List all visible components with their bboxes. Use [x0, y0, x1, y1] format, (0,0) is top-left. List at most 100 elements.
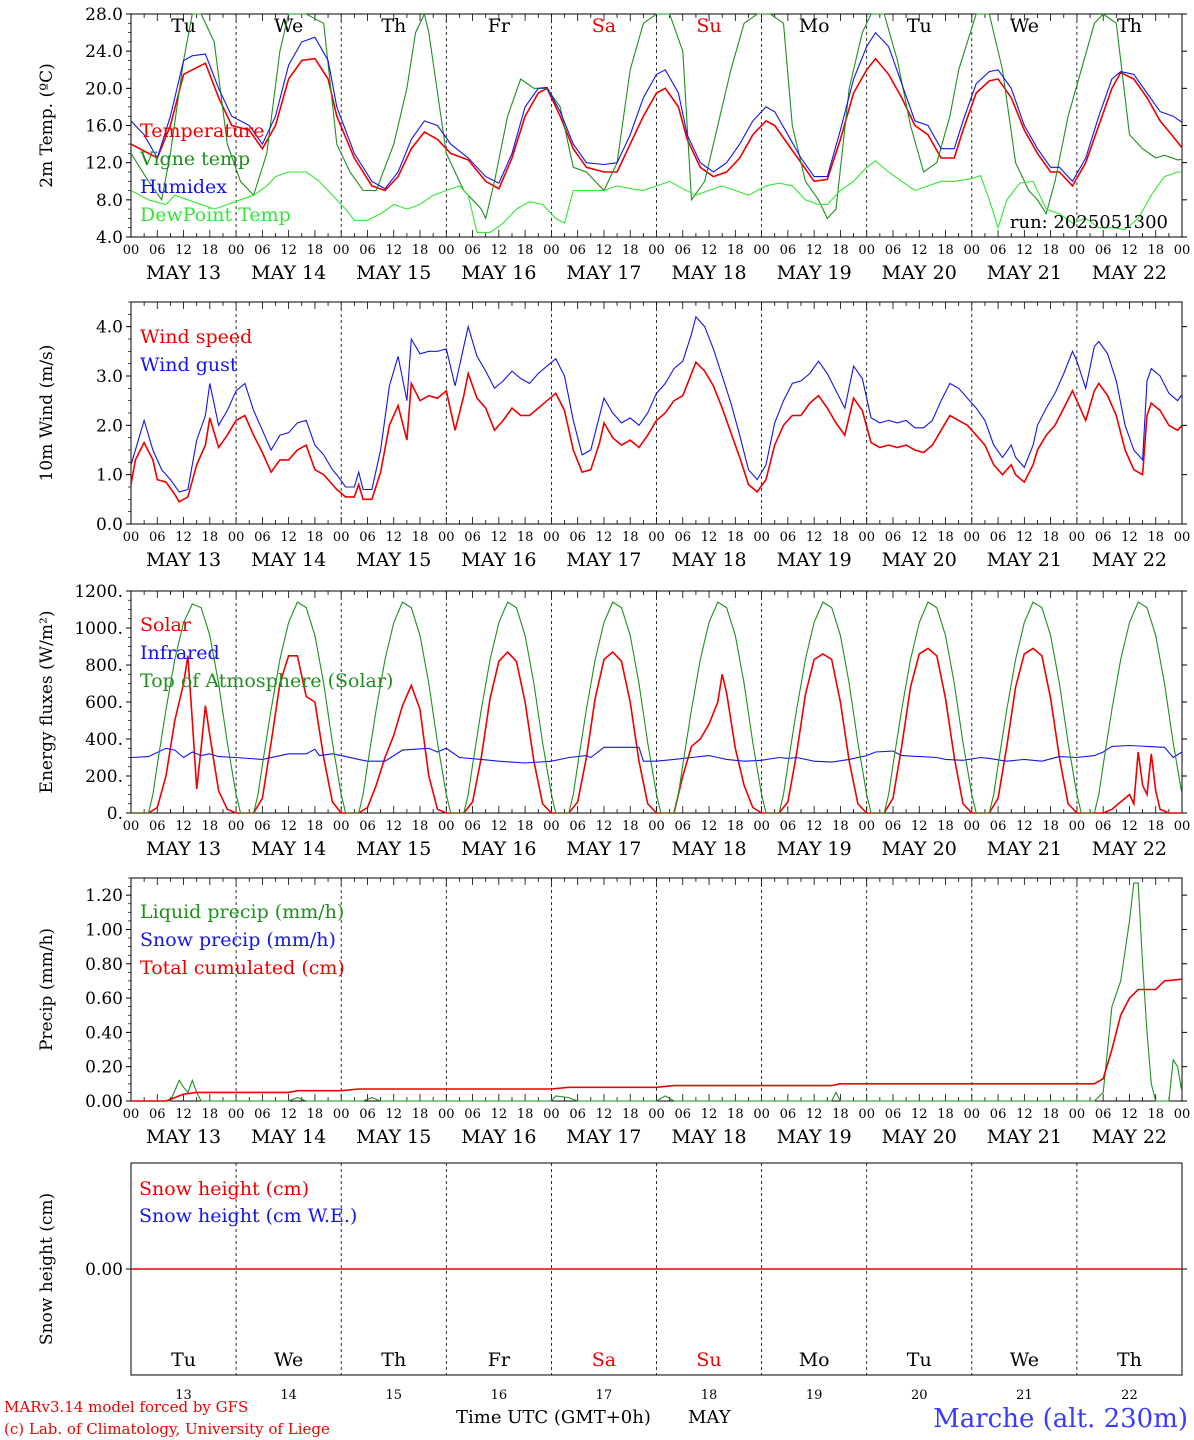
hour-label: 18 [1147, 1107, 1164, 1122]
hour-label: 18 [937, 819, 954, 834]
hour-label: 00 [648, 1107, 665, 1122]
hour-label: 12 [596, 1107, 613, 1122]
hour-label: 18 [517, 243, 534, 258]
y-tick-label: 0.20 [85, 1058, 123, 1078]
weekday-label: Tu [171, 15, 196, 37]
hour-label: 00 [858, 819, 875, 834]
date-label: MAY 15 [356, 549, 431, 571]
day-number: 20 [911, 1388, 928, 1403]
hour-label: 06 [149, 1107, 166, 1122]
weekday-label: Fr [488, 15, 511, 37]
panel-2: 00 06 12 18 MAY 13 00 06 12 18 MAY 14 00 06 12 18 MAY … [37, 301, 1190, 571]
date-label: MAY 17 [566, 262, 641, 284]
hour-label: 18 [517, 1107, 534, 1122]
legend-entry: Infrared [140, 642, 220, 664]
hour-label: 06 [359, 819, 376, 834]
hour-label: 18 [412, 819, 429, 834]
hour-label: 06 [254, 819, 271, 834]
hour-label: 06 [990, 819, 1007, 834]
panel-1: 00 06 12 18 MAY 13 00 06 12 18 MAY 14 00 06 12 18 MAY … [37, 5, 1191, 284]
hour-label: 00 [1174, 243, 1191, 258]
hour-label: 00 [1174, 1107, 1191, 1122]
month-label: MAY [688, 1407, 732, 1428]
hour-label: 18 [832, 530, 849, 545]
run-label: run: 2025051300 [1010, 212, 1168, 233]
hour-label: 18 [727, 819, 744, 834]
hour-label: 00 [964, 243, 981, 258]
weekday-label: Mo [799, 15, 830, 37]
hour-label: 06 [1095, 1107, 1112, 1122]
hour-label: 12 [911, 243, 928, 258]
hour-label: 00 [858, 243, 875, 258]
hour-label: 12 [701, 819, 718, 834]
hour-label: 12 [1016, 243, 1033, 258]
hour-label: 00 [1069, 530, 1086, 545]
y-tick-label: 0.00 [85, 1260, 123, 1280]
hour-label: 18 [412, 243, 429, 258]
hour-label: 06 [359, 1107, 376, 1122]
hour-label: 18 [517, 530, 534, 545]
series-line-liquid-precip-mm-h [131, 882, 1182, 1102]
y-tick-label: 1.0 [96, 466, 123, 486]
hour-label: 06 [780, 819, 797, 834]
credit-line-1: MARv3.14 model forced by GFS [4, 1398, 248, 1416]
hour-label: 18 [307, 819, 324, 834]
hour-label: 18 [937, 530, 954, 545]
hour-label: 12 [175, 819, 192, 834]
date-label: MAY 14 [251, 838, 326, 860]
hour-label: 12 [806, 819, 823, 834]
hour-label: 00 [333, 1107, 350, 1122]
panel-3: 00 06 12 18 MAY 13 00 06 12 18 MAY 14 00 06 12 18 MAY … [37, 582, 1190, 860]
hour-label: 06 [885, 243, 902, 258]
date-label: MAY 13 [146, 838, 221, 860]
weekday-label: We [274, 15, 303, 37]
legend-entry: DewPoint Temp [140, 204, 291, 226]
y-tick-label: 400. [85, 730, 123, 750]
legend-entry: Snow height (cm W.E.) [139, 1205, 357, 1227]
weekday-label: We [274, 1349, 303, 1371]
series-line-humidex [131, 31, 1182, 190]
hour-label: 06 [359, 243, 376, 258]
panel-5: Tu 13 We 14 Th 15 Fr 16 Sa 17 Su 18 Mo 19 Tu 20 We 21 Th 22… [37, 1162, 1187, 1403]
hour-label: 06 [885, 819, 902, 834]
y-axis-label: Snow height (cm) [37, 1193, 57, 1345]
hour-label: 18 [727, 530, 744, 545]
hour-label: 18 [412, 1107, 429, 1122]
hour-label: 00 [123, 819, 140, 834]
y-axis-label: 10m Wind (m/s) [37, 345, 57, 482]
hour-label: 12 [701, 530, 718, 545]
legend-entry: Total cumulated (cm) [140, 957, 345, 979]
hour-label: 06 [1095, 243, 1112, 258]
date-label: MAY 19 [777, 838, 852, 860]
weekday-label: Su [696, 15, 721, 37]
series-line-dewpoint-temp [131, 160, 1182, 233]
hour-label: 06 [780, 530, 797, 545]
hour-label: 18 [202, 243, 219, 258]
weekday-label: Sa [592, 15, 616, 37]
credit-line-2: (c) Lab. of Climatology, University of L… [4, 1420, 330, 1438]
hour-label: 00 [964, 530, 981, 545]
y-tick-label: 0. [107, 804, 123, 824]
y-tick-label: 0.0 [96, 515, 123, 535]
date-label: MAY 13 [146, 1126, 221, 1148]
hour-label: 06 [149, 530, 166, 545]
hour-label: 12 [806, 1107, 823, 1122]
hour-label: 06 [990, 530, 1007, 545]
y-tick-label: 1.00 [85, 920, 123, 940]
date-label: MAY 17 [566, 549, 641, 571]
date-label: MAY 18 [671, 262, 746, 284]
hour-label: 18 [832, 819, 849, 834]
weekday-label: Th [1117, 1349, 1142, 1371]
hour-label: 18 [1147, 243, 1164, 258]
hour-label: 12 [911, 530, 928, 545]
hour-label: 18 [727, 1107, 744, 1122]
date-label: MAY 22 [1092, 262, 1167, 284]
date-label: MAY 21 [987, 1126, 1062, 1148]
date-label: MAY 18 [671, 549, 746, 571]
hour-label: 18 [202, 1107, 219, 1122]
hour-label: 12 [385, 530, 402, 545]
hour-label: 18 [622, 1107, 639, 1122]
hour-label: 18 [202, 530, 219, 545]
hour-label: 06 [254, 530, 271, 545]
hour-label: 18 [412, 530, 429, 545]
